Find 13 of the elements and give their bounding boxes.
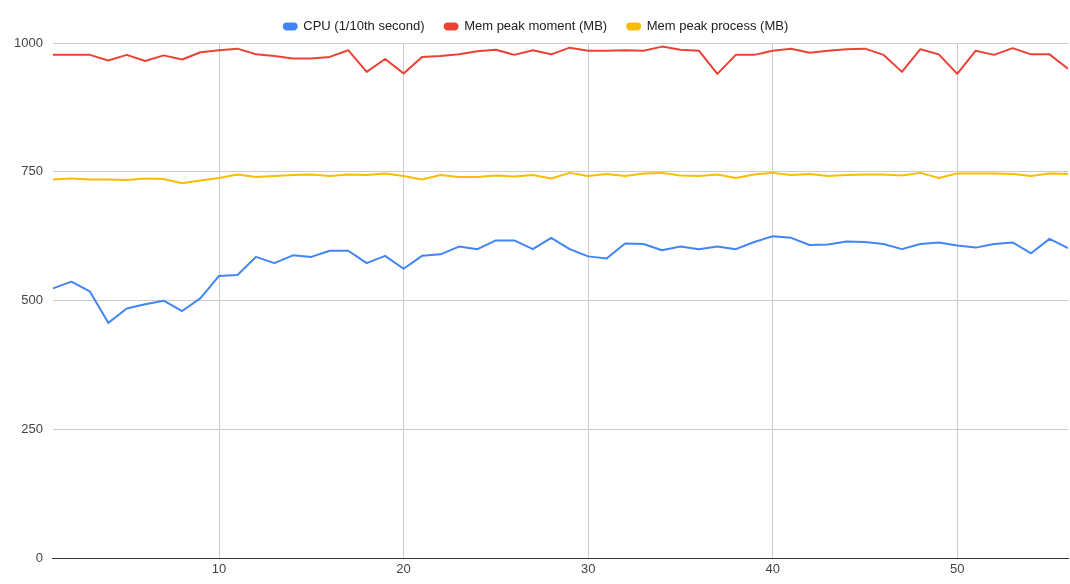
legend-label: CPU (1/10th second) — [303, 18, 425, 34]
y-tick-label: 0 — [35, 549, 43, 565]
y-tick-label: 1000 — [14, 34, 43, 50]
x-tick-label: 50 — [950, 560, 965, 576]
y-tick-label: 500 — [21, 292, 43, 308]
x-tick-label: 40 — [765, 560, 780, 576]
x-tick-label: 20 — [396, 560, 411, 576]
x-tick-label: 30 — [580, 560, 596, 576]
y-tick-label: 750 — [21, 163, 43, 179]
x-tick-label: 10 — [211, 560, 227, 576]
y-tick-label: 250 — [21, 421, 43, 437]
legend-label: Mem peak process (MB) — [646, 18, 789, 34]
legend-label: Mem peak moment (MB) — [464, 18, 608, 34]
